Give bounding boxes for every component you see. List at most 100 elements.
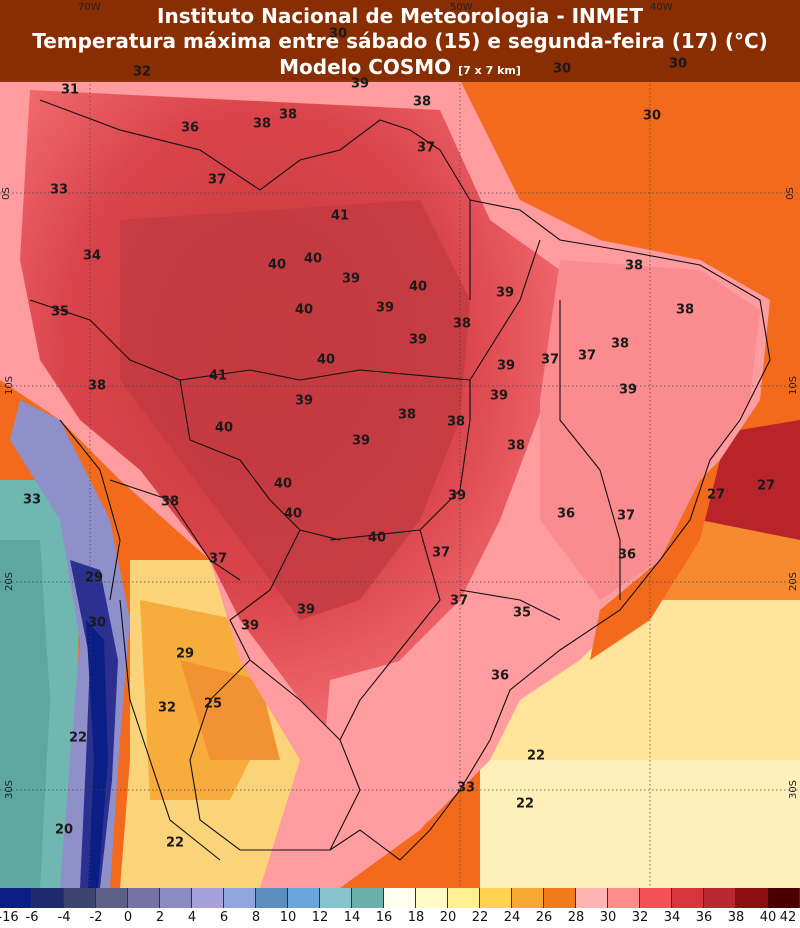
temp-label: 22 <box>68 730 88 746</box>
legend-swatch <box>224 888 256 908</box>
legend-swatch <box>0 888 32 908</box>
legend-swatch <box>768 888 800 908</box>
legend-tick-label: 14 <box>343 910 361 925</box>
temp-label: 37 <box>577 348 597 364</box>
legend-swatch <box>288 888 320 908</box>
legend-swatch <box>352 888 384 908</box>
temp-label: 22 <box>165 835 185 851</box>
temp-label: 40 <box>367 530 387 546</box>
temp-label: 37 <box>208 551 228 567</box>
temp-label: 39 <box>351 433 371 449</box>
legend-tick-label: -4 <box>57 910 71 925</box>
temp-label: 40 <box>283 506 303 522</box>
legend-swatch <box>416 888 448 908</box>
temp-label: 31 <box>60 82 80 98</box>
temp-label: 37 <box>540 352 560 368</box>
lon-label-70w: 70W <box>78 2 101 13</box>
legend-tick-label: 30 <box>599 910 617 925</box>
temp-label: 39 <box>375 300 395 316</box>
legend-tick-label: 24 <box>503 910 521 925</box>
temp-label: 38 <box>452 316 472 332</box>
lon-label-40w: 40W <box>650 2 673 13</box>
temp-label: 41 <box>330 208 350 224</box>
temp-label: 39 <box>240 618 260 634</box>
legend-swatch <box>32 888 64 908</box>
temp-label: 36 <box>556 506 576 522</box>
temp-label: 37 <box>616 508 636 524</box>
temp-label: 39 <box>618 382 638 398</box>
legend-swatch <box>576 888 608 908</box>
temp-label: 33 <box>456 780 476 796</box>
temp-label: 20 <box>54 822 74 838</box>
temp-label: 33 <box>49 182 69 198</box>
temp-label: 39 <box>489 388 509 404</box>
legend-tick-label: 16 <box>375 910 393 925</box>
temp-label: 40 <box>316 352 336 368</box>
lon-label-50w: 50W <box>450 2 473 13</box>
temp-label: 40 <box>267 257 287 273</box>
temp-label: 38 <box>412 94 432 110</box>
legend-tick-label: -2 <box>89 910 103 925</box>
temp-label: 22 <box>526 748 546 764</box>
temp-label: 39 <box>341 271 361 287</box>
lat-label-10s-right: 10S <box>788 375 800 396</box>
header-resolution: [7 x 7 km] <box>458 64 521 77</box>
temp-label: 40 <box>294 302 314 318</box>
temp-label: 38 <box>87 378 107 394</box>
temp-label: 29 <box>84 570 104 586</box>
temp-label: 32 <box>157 700 177 716</box>
legend-swatches <box>0 888 800 908</box>
header-institution: Instituto Nacional de Meteorologia - INM… <box>157 4 643 28</box>
header-model-name: Modelo COSMO <box>279 55 452 79</box>
temp-label: 39 <box>496 358 516 374</box>
legend-swatch <box>736 888 768 908</box>
temp-label: 40 <box>214 420 234 436</box>
legend-tick-label: 12 <box>311 910 329 925</box>
legend-tick-label: 34 <box>663 910 681 925</box>
legend-tick-label: 28 <box>567 910 585 925</box>
temp-label: 32 <box>132 64 152 80</box>
legend-tick-label: 40 <box>759 910 777 925</box>
temp-label: 38 <box>160 494 180 510</box>
temp-label: 40 <box>303 251 323 267</box>
temperature-legend: -16-6-4-20246810121416182022242628303234… <box>0 888 800 928</box>
legend-swatch <box>256 888 288 908</box>
temp-label: 37 <box>449 593 469 609</box>
temp-label: 38 <box>252 116 272 132</box>
temp-label: 40 <box>408 279 428 295</box>
legend-swatch <box>480 888 512 908</box>
temp-label: 39 <box>296 602 316 618</box>
legend-swatch <box>128 888 160 908</box>
legend-tick-label: -16 <box>0 910 19 925</box>
temp-label: 30 <box>642 108 662 124</box>
temp-label: 30 <box>87 615 107 631</box>
legend-tick-label: 6 <box>219 910 229 925</box>
temp-label: 39 <box>408 332 428 348</box>
temp-label: 38 <box>278 107 298 123</box>
temp-label: 30 <box>328 26 348 42</box>
temp-label: 34 <box>82 248 102 264</box>
legend-tick-label: -6 <box>25 910 39 925</box>
legend-swatch <box>544 888 576 908</box>
legend-swatch <box>704 888 736 908</box>
temp-label: 35 <box>512 605 532 621</box>
lat-label-0s: 0S <box>0 187 12 200</box>
legend-swatch <box>608 888 640 908</box>
temp-label: 38 <box>506 438 526 454</box>
legend-swatch <box>192 888 224 908</box>
temp-label: 37 <box>207 172 227 188</box>
lat-label-20s: 20S <box>4 571 16 592</box>
legend-tick-label: 36 <box>695 910 713 925</box>
legend-tick-label: 2 <box>155 910 165 925</box>
lat-label-20s-right: 20S <box>788 571 800 592</box>
temp-label: 27 <box>706 487 726 503</box>
temp-label: 37 <box>416 140 436 156</box>
temp-label: 25 <box>203 696 223 712</box>
temp-label: 36 <box>490 668 510 684</box>
legend-tick-label: 22 <box>471 910 489 925</box>
legend-tick-label: 8 <box>251 910 261 925</box>
legend-ticks: -16-6-4-20246810121416182022242628303234… <box>0 908 800 928</box>
temp-label: 30 <box>552 61 572 77</box>
legend-tick-label: 18 <box>407 910 425 925</box>
legend-tick-label: 4 <box>187 910 197 925</box>
